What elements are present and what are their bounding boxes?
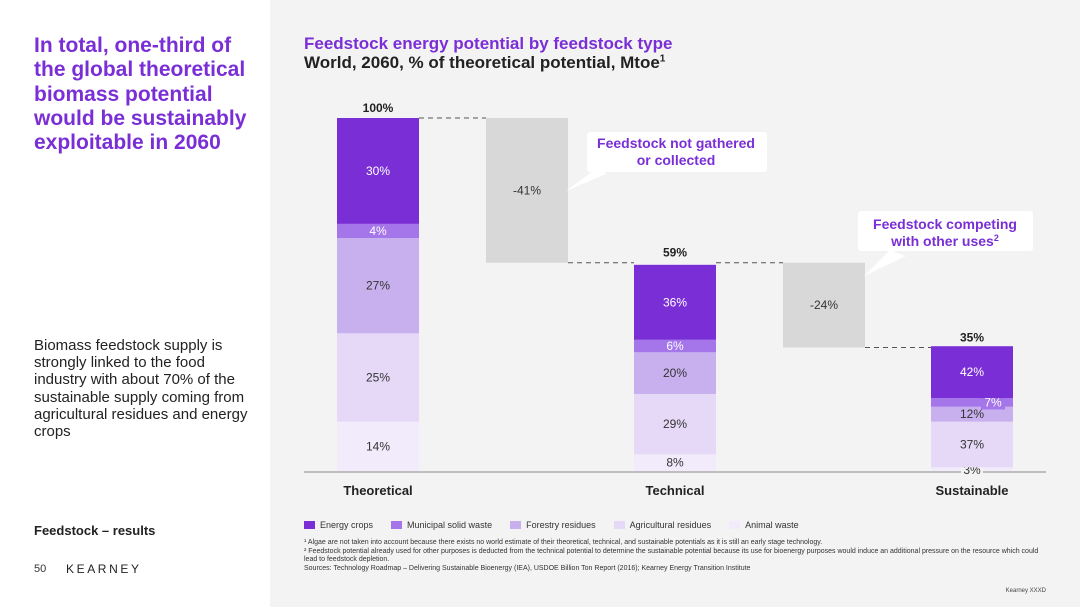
bar-segment	[931, 346, 1013, 399]
bar-segment	[337, 421, 419, 471]
drop-bar	[486, 118, 568, 263]
segment-label: 25%	[366, 370, 390, 384]
legend-swatch	[391, 521, 403, 529]
segment-label: 8%	[666, 456, 684, 470]
bar-segment	[931, 421, 1013, 468]
page-number: 50	[34, 563, 47, 575]
legend-item: Energy crops	[304, 520, 373, 530]
drop-bar	[783, 262, 865, 348]
legend-item: Municipal solid waste	[391, 520, 492, 530]
legend: Energy crops Municipal solid waste Forestr…	[304, 520, 799, 530]
callout-text: with other uses	[890, 233, 994, 249]
chart-subtitle: World, 2060, % of theoretical potential,…	[304, 53, 665, 73]
total-label: 59%	[663, 246, 687, 260]
category-label: Sustainable	[936, 483, 1009, 498]
segment-label: 42%	[960, 365, 984, 379]
total-label: 35%	[960, 330, 984, 344]
legend-label: Energy crops	[320, 520, 374, 530]
callout-text: or collected	[637, 152, 716, 168]
bar-segment	[337, 333, 419, 422]
callout-text-line2: with other uses2	[890, 233, 999, 249]
body-text: Biomass feedstock supply is strongly lin…	[34, 337, 248, 441]
callout-box	[858, 211, 1033, 251]
sources: Sources: Technology Roadmap – Delivering…	[304, 564, 751, 572]
bar-segment	[931, 398, 1013, 407]
segment-label: 30%	[366, 164, 390, 178]
legend-label: Municipal solid waste	[407, 520, 493, 530]
chart-subtitle-footnote-ref: 1	[659, 53, 666, 65]
legend-swatch	[613, 521, 625, 529]
segment-label: 36%	[663, 295, 687, 309]
legend-label: Forestry residues	[526, 520, 596, 530]
drop-label: -41%	[513, 183, 541, 197]
callout-pointer	[566, 166, 606, 191]
bar-segment	[337, 238, 419, 334]
legend-item: Animal waste	[729, 520, 799, 530]
segment-label: 6%	[666, 339, 684, 353]
callout-text-line1: Feedstock not gathered	[597, 135, 755, 151]
bar-segment	[634, 454, 716, 471]
legend-swatch	[510, 521, 522, 529]
legend-item: Forestry residues	[510, 520, 596, 530]
segment-label: 27%	[366, 279, 390, 293]
segment-label: 4%	[369, 224, 387, 238]
bar-segment	[634, 264, 716, 340]
total-label: 100%	[363, 101, 394, 115]
bar-segment	[634, 393, 716, 455]
chart-title: Feedstock energy potential by feedstock …	[304, 34, 673, 53]
callout-text-line2: or collected	[637, 152, 716, 168]
callout-text-line1: Feedstock competing	[873, 216, 1017, 232]
segment-label: 14%	[366, 439, 390, 453]
callout-box	[587, 132, 767, 172]
category-label: Theoretical	[343, 483, 412, 498]
callout-pointer	[864, 250, 906, 276]
brand-logo: KEARNEY	[66, 562, 142, 576]
chart-subtitle-text: World, 2060, % of theoretical potential,…	[304, 53, 660, 72]
headline: In total, one-third of the global theore…	[34, 34, 247, 155]
segment-label: 20%	[663, 366, 687, 380]
segment-label: 29%	[663, 417, 687, 431]
bar-segment	[634, 339, 716, 353]
bar-segment	[337, 223, 419, 239]
category-label: Technical	[645, 483, 704, 498]
callout-footnote-ref: 2	[994, 233, 999, 243]
segment-label: 12%	[960, 407, 984, 421]
footnote-1: ¹ Algae are not taken into account becau…	[304, 539, 823, 546]
bar-segment	[337, 118, 419, 224]
segment-label: 37%	[960, 437, 984, 451]
section-label: Feedstock – results	[34, 523, 156, 538]
footnote-2: ² Feedstock potential already used for o…	[304, 547, 1039, 564]
legend-swatch	[304, 521, 315, 529]
drop-label: -24%	[810, 298, 838, 312]
segment-label: 7%	[984, 395, 1002, 409]
legend-label: Agricultural residues	[629, 520, 712, 530]
legend-swatch	[729, 521, 741, 529]
bar-segment	[634, 352, 716, 394]
legend-label: Animal waste	[745, 520, 799, 530]
label-backdrop	[981, 396, 1005, 410]
footnotes: ¹ Algae are not taken into account becau…	[304, 539, 1049, 573]
legend-item: Agricultural residues	[613, 520, 712, 530]
left-panel: In total, one-third of the global theore…	[0, 0, 270, 607]
bar-segment	[931, 406, 1013, 422]
copyright: Kearney XXXD	[1005, 588, 1046, 594]
